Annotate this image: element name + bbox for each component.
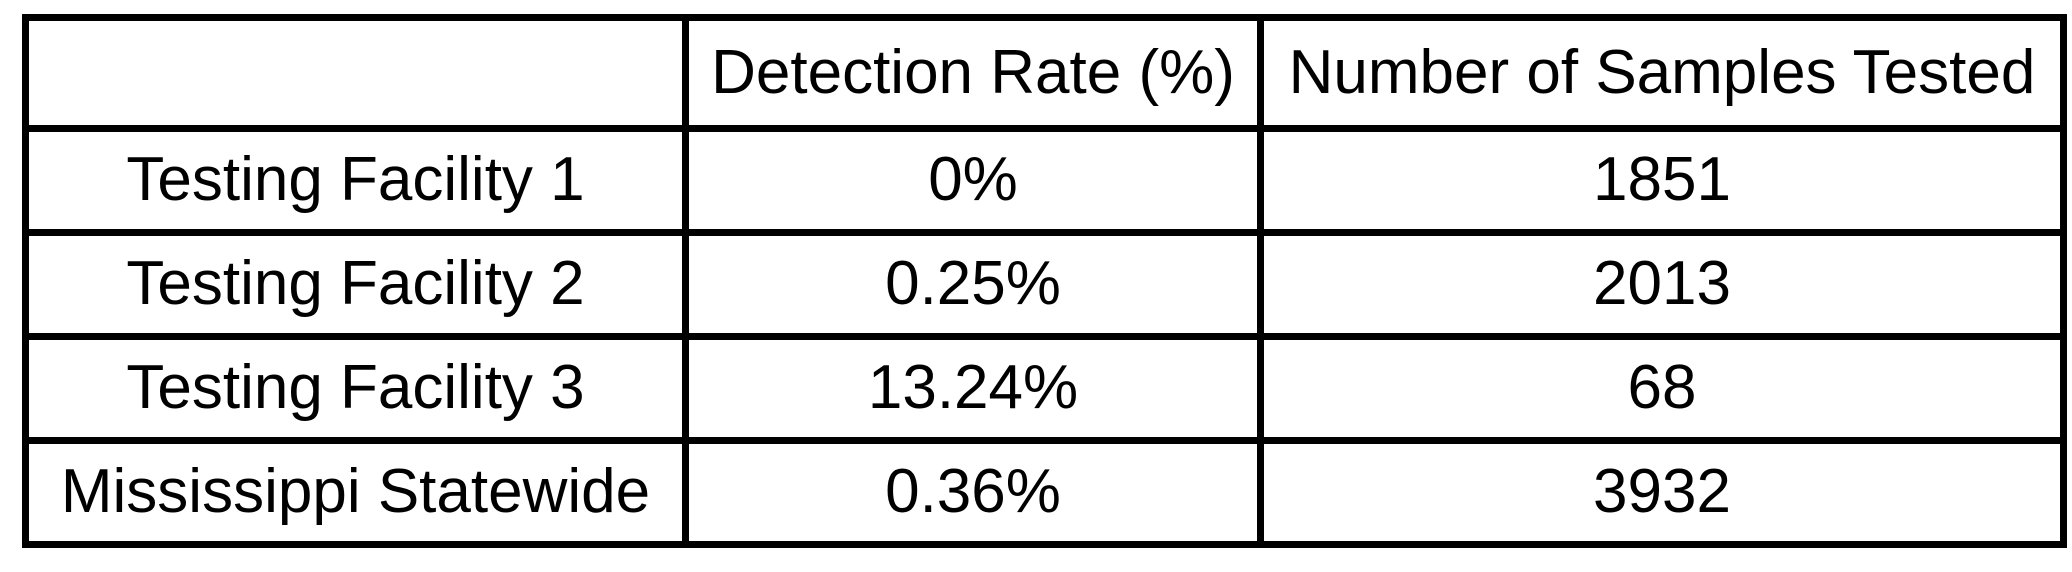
row-label-cell: Testing Facility 2 — [22, 229, 689, 340]
row-label-cell: Mississippi Statewide — [22, 437, 689, 548]
column-header-empty — [22, 14, 689, 132]
facility-detection-table: Detection Rate (%) Number of Samples Tes… — [22, 14, 2067, 548]
table-row: Testing Facility 3 13.24% 68 — [22, 333, 2067, 444]
row-label-cell: Testing Facility 3 — [22, 333, 689, 444]
table-row: Testing Facility 1 0% 1851 — [22, 125, 2067, 236]
samples-tested-cell: 1851 — [1257, 125, 2067, 236]
detection-rate-cell: 0.36% — [682, 437, 1264, 548]
samples-tested-cell: 3932 — [1257, 437, 2067, 548]
table-row: Testing Facility 2 0.25% 2013 — [22, 229, 2067, 340]
table-header-row: Detection Rate (%) Number of Samples Tes… — [22, 14, 2067, 132]
samples-tested-cell: 2013 — [1257, 229, 2067, 340]
column-header-detection-rate: Detection Rate (%) — [682, 14, 1264, 132]
row-label-cell: Testing Facility 1 — [22, 125, 689, 236]
detection-rate-cell: 13.24% — [682, 333, 1264, 444]
column-header-samples-tested: Number of Samples Tested — [1257, 14, 2067, 132]
samples-tested-cell: 68 — [1257, 333, 2067, 444]
table-row: Mississippi Statewide 0.36% 3932 — [22, 437, 2067, 548]
detection-rate-cell: 0% — [682, 125, 1264, 236]
detection-rate-cell: 0.25% — [682, 229, 1264, 340]
